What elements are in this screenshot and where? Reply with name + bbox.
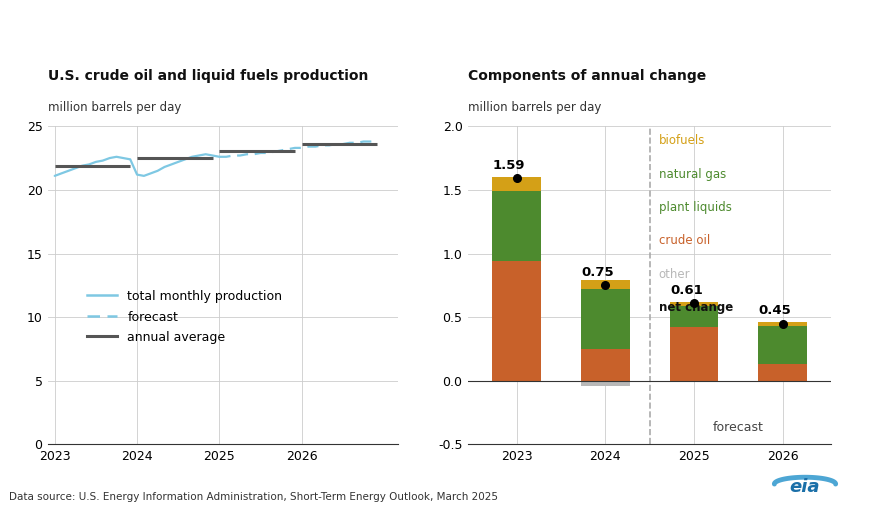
Text: biofuels: biofuels — [659, 134, 705, 147]
Text: forecast: forecast — [713, 422, 764, 434]
Bar — [669, 381, 718, 382]
Bar — [493, 177, 542, 191]
Text: 0.45: 0.45 — [759, 304, 791, 317]
Text: 0.61: 0.61 — [670, 284, 703, 297]
Text: net change: net change — [659, 301, 733, 314]
Text: eia: eia — [790, 478, 820, 495]
Bar — [669, 306, 718, 327]
Text: 0.75: 0.75 — [582, 266, 614, 279]
Bar — [669, 327, 718, 381]
Bar — [758, 381, 807, 382]
Text: Components of annual change: Components of annual change — [468, 69, 706, 83]
Bar — [758, 364, 807, 381]
Bar — [581, 381, 630, 386]
Text: other: other — [659, 268, 690, 281]
Text: Data source: U.S. Energy Information Administration, Short-Term Energy Outlook, : Data source: U.S. Energy Information Adm… — [9, 492, 498, 502]
Bar — [493, 261, 542, 381]
Bar — [581, 289, 630, 349]
Bar — [669, 302, 718, 306]
Text: plant liquids: plant liquids — [659, 201, 732, 214]
Bar — [758, 326, 807, 364]
Bar — [758, 322, 807, 326]
Text: U.S. crude oil and liquid fuels production: U.S. crude oil and liquid fuels producti… — [48, 69, 368, 83]
Text: natural gas: natural gas — [659, 168, 726, 181]
Text: 1.59: 1.59 — [493, 159, 525, 172]
Bar — [581, 349, 630, 381]
Text: crude oil: crude oil — [659, 234, 710, 247]
Bar — [581, 280, 630, 289]
Text: million barrels per day: million barrels per day — [468, 100, 601, 114]
Legend: total monthly production, forecast, annual average: total monthly production, forecast, annu… — [82, 285, 287, 349]
Bar — [493, 191, 542, 261]
Text: million barrels per day: million barrels per day — [48, 100, 181, 114]
